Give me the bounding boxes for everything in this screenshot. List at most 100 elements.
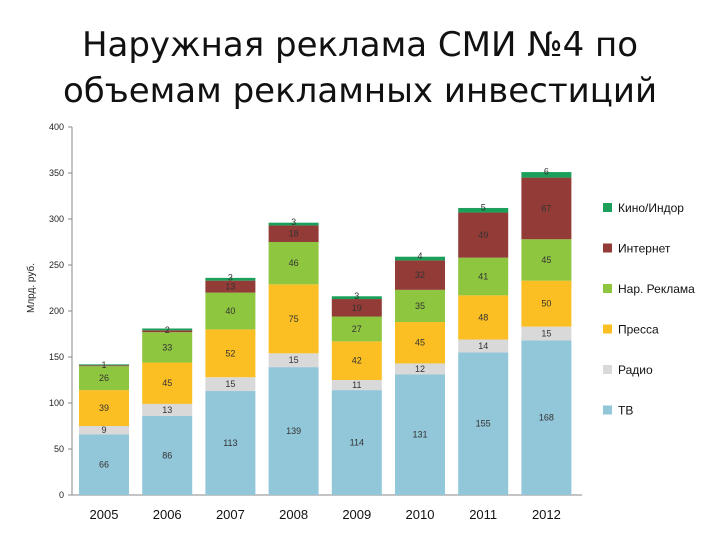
bar-segment-cinema-2006: [142, 328, 193, 331]
legend-swatch-tv: [603, 405, 612, 415]
data-label: 5: [481, 202, 486, 212]
data-label: 12: [415, 364, 425, 374]
data-label: 40: [225, 306, 235, 316]
x-tick-label: 2012: [532, 507, 561, 522]
bar-segment-outdoor-2010: [395, 289, 445, 323]
bar-segment-radio-2010: [395, 363, 445, 375]
data-label: 3: [228, 272, 233, 282]
legend-label: Пресса: [618, 323, 659, 337]
y-axis-label: Млрд. руб.: [25, 263, 37, 313]
x-tick-label: 2010: [406, 507, 435, 522]
bar-segment-press-2012: [521, 280, 572, 327]
bar-segment-radio-2005: [79, 426, 129, 435]
data-label: 86: [162, 450, 172, 460]
data-label: 113: [223, 438, 237, 448]
data-label: 18: [289, 229, 299, 239]
chart-title: Наружная реклама СМИ №4 по объемам рекла…: [62, 25, 658, 111]
bar-segment-outdoor-2006: [142, 332, 193, 363]
bar-segment-tv-2012: [521, 340, 572, 495]
data-label: 6: [544, 167, 549, 177]
data-label: 15: [289, 355, 299, 365]
bar-segment-internet-2009: [331, 299, 382, 317]
bar-segment-press-2006: [142, 362, 193, 404]
bar-segment-radio-2009: [331, 380, 382, 391]
data-label: 45: [162, 378, 172, 388]
x-tick-label: 2006: [153, 507, 182, 522]
bar-segment-internet-2008: [268, 225, 319, 242]
y-tick-label: 0: [59, 490, 64, 500]
data-label: 131: [412, 430, 427, 440]
bar-segment-outdoor-2012: [521, 239, 572, 281]
data-label: 52: [225, 348, 235, 358]
bar-segment-tv-2007: [205, 391, 256, 495]
data-label: 13: [225, 282, 235, 292]
bar-segment-outdoor-2009: [331, 316, 382, 342]
data-label: 155: [476, 419, 491, 429]
data-label: 19: [352, 303, 362, 313]
data-label: 2: [165, 325, 170, 335]
legend-label: ТВ: [618, 404, 633, 418]
data-label: 3: [354, 291, 359, 301]
legend-swatch-outdoor: [603, 284, 612, 293]
bar-segment-outdoor-2005: [79, 366, 129, 391]
data-label: 49: [478, 230, 488, 240]
data-label: 114: [350, 438, 364, 448]
data-label: 139: [286, 426, 301, 436]
data-labels: 6693926186134533211315524013313915754618…: [99, 167, 554, 470]
legend-swatch-cinema: [603, 203, 612, 212]
bar-segment-internet-2012: [521, 177, 572, 240]
bars: [79, 172, 572, 495]
data-label: 48: [478, 312, 488, 322]
bar-segment-tv-2008: [268, 367, 319, 495]
data-label: 13: [162, 405, 172, 415]
legend: Кино/Индор Интернет Нар. Реклама Пресса Ради…: [603, 201, 695, 418]
bar-segment-cinema-2005: [79, 364, 129, 366]
data-label: 46: [289, 258, 299, 268]
bar-segment-radio-2008: [268, 353, 319, 368]
bar-segment-internet-2005: [79, 365, 129, 367]
legend-label: Радио: [618, 363, 653, 377]
bar-segment-press-2007: [205, 329, 256, 378]
x-tick-label: 2005: [90, 507, 119, 522]
y-tick-label: 100: [49, 398, 64, 408]
bar-segment-internet-2010: [395, 260, 445, 290]
bar-segment-press-2005: [79, 390, 129, 426]
bar-segment-radio-2006: [142, 403, 193, 416]
legend-swatch-radio: [603, 365, 612, 374]
x-tick-label: 2008: [279, 507, 308, 522]
data-label: 39: [99, 403, 109, 413]
data-label: 9: [101, 425, 106, 435]
bar-segment-internet-2011: [458, 212, 509, 258]
data-label: 42: [352, 356, 362, 366]
legend-label: Нар. Реклама: [618, 282, 695, 296]
data-label: 168: [539, 413, 554, 423]
data-label: 1: [101, 360, 106, 370]
data-label: 66: [99, 460, 109, 470]
data-label: 32: [415, 270, 425, 280]
bar-segment-outdoor-2011: [458, 257, 509, 296]
data-label: 11: [352, 380, 361, 390]
y-tick-label: 350: [49, 168, 64, 178]
bar-segment-radio-2012: [521, 326, 572, 341]
bar-segment-tv-2006: [142, 415, 193, 495]
bar-segment-cinema-2010: [395, 256, 445, 261]
bar-segment-press-2011: [458, 295, 509, 340]
data-label: 45: [415, 338, 425, 348]
x-tick-label: 2007: [216, 507, 245, 522]
data-label: 50: [541, 299, 551, 309]
bar-segment-tv-2005: [79, 434, 129, 495]
y-tick-label: 200: [49, 306, 64, 316]
y-tick-label: 400: [49, 122, 64, 132]
bar-segment-press-2010: [395, 322, 445, 364]
data-label: 15: [225, 379, 235, 389]
y-tick-label: 250: [49, 260, 64, 270]
y-tick-label: 300: [49, 214, 64, 224]
data-label: 45: [541, 255, 551, 265]
bar-segment-internet-2007: [205, 280, 256, 293]
bar-segment-outdoor-2008: [268, 242, 319, 285]
bar-segment-radio-2007: [205, 377, 256, 392]
data-label: 41: [478, 272, 488, 282]
bar-segment-cinema-2009: [331, 296, 382, 300]
